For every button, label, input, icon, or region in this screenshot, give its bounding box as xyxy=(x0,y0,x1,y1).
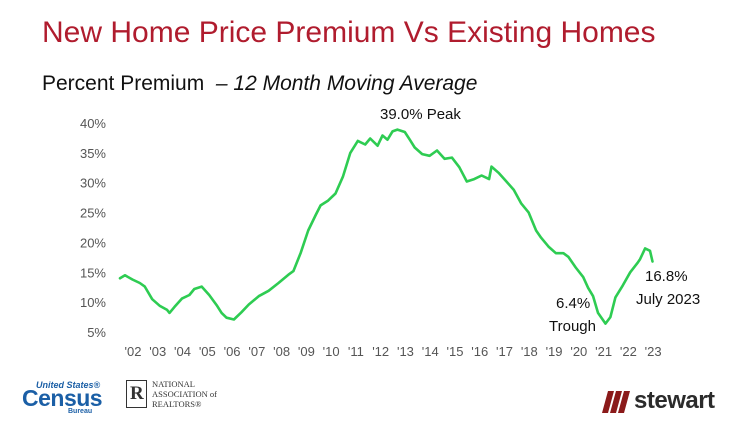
x-tick-label: '17 xyxy=(496,344,513,359)
nar-r-mark-icon: R xyxy=(126,380,147,408)
x-tick-label: '20 xyxy=(570,344,587,359)
y-tick-label: 25% xyxy=(80,206,106,221)
stewart-logo-text: stewart xyxy=(634,387,715,414)
annotation-trough-label: Trough xyxy=(549,318,596,335)
x-tick-label: '09 xyxy=(298,344,315,359)
y-tick-label: 10% xyxy=(80,295,106,310)
y-tick-label: 20% xyxy=(80,235,106,250)
census-logo-main: Census xyxy=(22,385,103,411)
x-tick-label: '16 xyxy=(471,344,488,359)
x-axis-ticks: '02 '03 '04 '05 '06 '07 '08 '09 '10 '11 '12 '13 '14 '… xyxy=(125,344,662,359)
x-tick-label: '15 xyxy=(447,344,464,359)
chart-subtitle: Percent Premium – 12 Month Moving Averag… xyxy=(42,72,477,96)
x-tick-label: '04 xyxy=(174,344,191,359)
y-tick-label: 40% xyxy=(80,116,106,131)
x-tick-label: '19 xyxy=(546,344,563,359)
x-tick-label: '08 xyxy=(273,344,290,359)
x-tick-label: '05 xyxy=(199,344,216,359)
census-bureau-logo: United States® Census Bureau xyxy=(22,380,112,415)
y-tick-label: 35% xyxy=(80,146,106,161)
x-tick-label: '13 xyxy=(397,344,414,359)
annotation-latest-label: July 2023 xyxy=(636,291,700,308)
x-tick-label: '11 xyxy=(348,344,364,359)
x-tick-label: '22 xyxy=(620,344,637,359)
x-tick-label: '10 xyxy=(323,344,340,359)
nar-logo-text: NATIONAL ASSOCIATION of REALTORS® xyxy=(152,379,217,409)
stewart-mark-icon xyxy=(602,391,630,413)
x-tick-label: '03 xyxy=(149,344,166,359)
census-logo-sub: Bureau xyxy=(68,408,93,415)
annotation-trough-value: 6.4% xyxy=(556,295,590,312)
y-tick-label: 30% xyxy=(80,176,106,191)
x-tick-label: '18 xyxy=(521,344,538,359)
y-tick-label: 5% xyxy=(87,325,106,340)
subtitle-dash: – xyxy=(215,72,228,95)
x-tick-label: '23 xyxy=(645,344,662,359)
y-axis-ticks: 5% 10% 15% 20% 25% 30% 35% 40% xyxy=(80,116,106,340)
x-tick-label: '21 xyxy=(595,344,612,359)
nar-logo: R NATIONAL ASSOCIATION of REALTORS® xyxy=(126,379,236,415)
chart-title: New Home Price Premium Vs Existing Homes xyxy=(42,16,656,49)
x-tick-label: '07 xyxy=(248,344,265,359)
x-tick-label: '02 xyxy=(125,344,142,359)
y-tick-label: 15% xyxy=(80,265,106,280)
stewart-logo: stewart xyxy=(602,387,742,417)
series-line-premium xyxy=(118,128,654,325)
census-logo-top: United States® xyxy=(36,380,101,390)
subtitle-main: Percent Premium xyxy=(42,72,205,95)
x-tick-label: '06 xyxy=(224,344,241,359)
annotation-peak: 39.0% Peak xyxy=(380,106,461,123)
annotation-latest-value: 16.8% xyxy=(645,268,688,285)
x-tick-label: '14 xyxy=(422,344,439,359)
subtitle-italic: 12 Month Moving Average xyxy=(233,72,478,95)
x-tick-label: '12 xyxy=(372,344,389,359)
